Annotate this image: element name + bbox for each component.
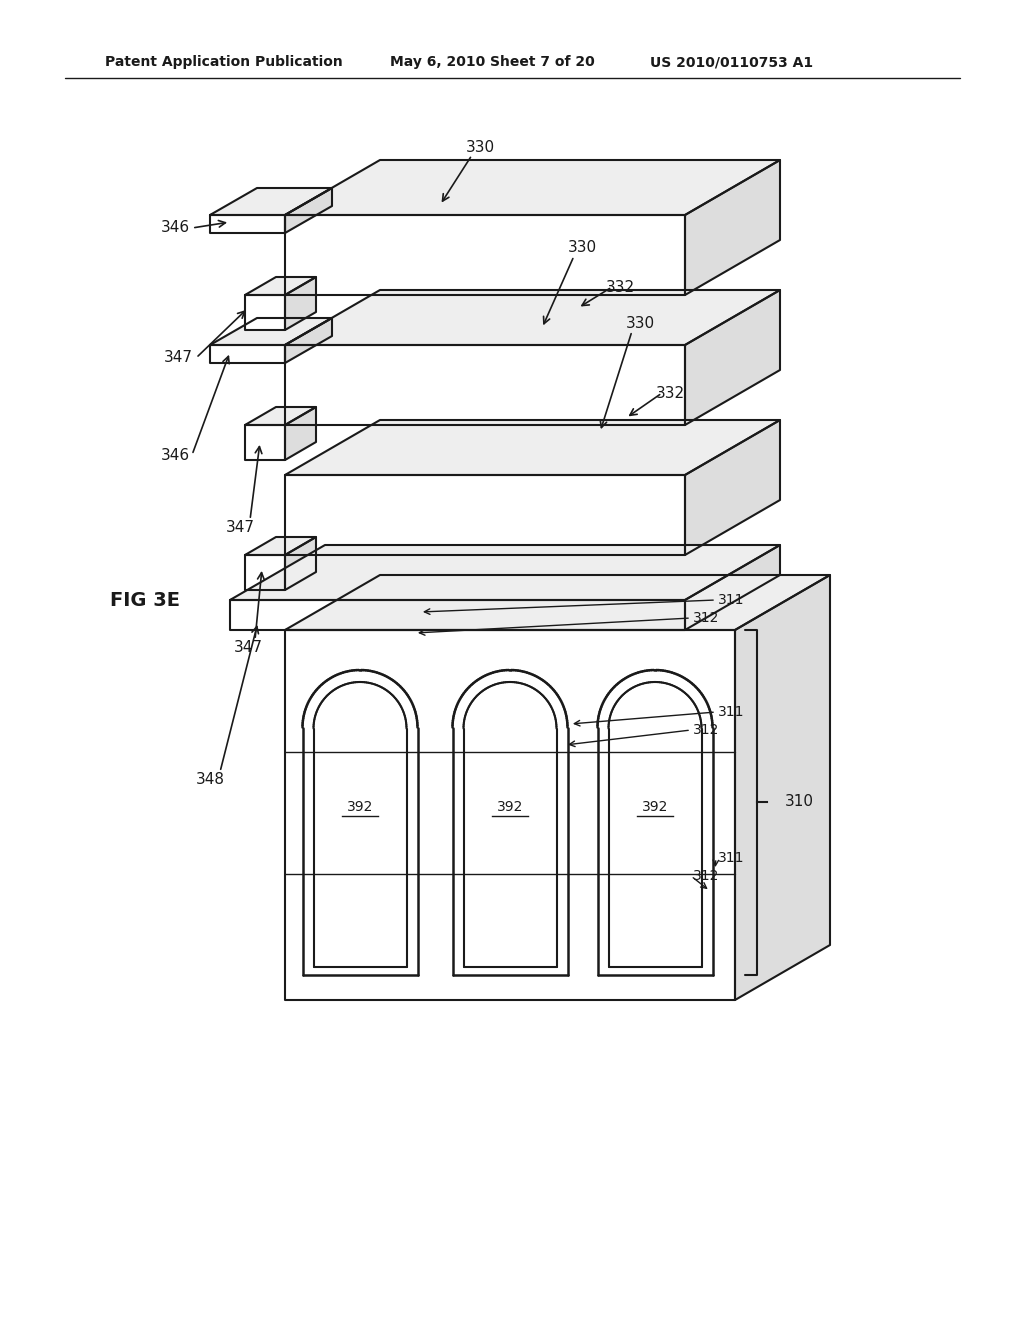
Polygon shape — [245, 407, 316, 425]
Text: 346: 346 — [161, 447, 189, 462]
Polygon shape — [685, 160, 780, 294]
Polygon shape — [285, 537, 316, 590]
Text: Patent Application Publication: Patent Application Publication — [105, 55, 343, 69]
Text: US 2010/0110753 A1: US 2010/0110753 A1 — [650, 55, 813, 69]
Polygon shape — [285, 160, 780, 215]
Text: 312: 312 — [693, 611, 720, 624]
Text: 346: 346 — [161, 220, 189, 235]
Polygon shape — [230, 545, 780, 601]
Text: FIG 3E: FIG 3E — [110, 590, 180, 610]
Polygon shape — [230, 601, 685, 630]
Polygon shape — [285, 290, 780, 345]
Polygon shape — [285, 420, 780, 475]
Polygon shape — [685, 420, 780, 554]
Text: 347: 347 — [164, 351, 193, 366]
Polygon shape — [210, 318, 332, 345]
Polygon shape — [285, 345, 685, 425]
Polygon shape — [285, 630, 735, 1001]
Text: 392: 392 — [497, 800, 523, 814]
Text: 347: 347 — [225, 520, 255, 536]
Text: 330: 330 — [626, 315, 654, 330]
Polygon shape — [210, 187, 332, 215]
Polygon shape — [285, 277, 316, 330]
Polygon shape — [685, 290, 780, 425]
Text: 312: 312 — [693, 723, 720, 737]
Text: 392: 392 — [347, 800, 373, 814]
Text: 312: 312 — [693, 869, 720, 883]
Polygon shape — [285, 475, 685, 554]
Polygon shape — [210, 215, 285, 234]
Text: 310: 310 — [785, 795, 814, 809]
Text: 347: 347 — [233, 640, 262, 656]
Text: 348: 348 — [196, 772, 224, 788]
Text: 330: 330 — [466, 140, 495, 156]
Polygon shape — [245, 554, 285, 590]
Text: 330: 330 — [567, 240, 597, 256]
Polygon shape — [285, 407, 316, 459]
Polygon shape — [285, 318, 332, 363]
Polygon shape — [210, 345, 285, 363]
Text: 392: 392 — [642, 800, 669, 814]
Polygon shape — [285, 576, 830, 630]
Text: 311: 311 — [718, 705, 744, 719]
Polygon shape — [245, 294, 285, 330]
Polygon shape — [245, 425, 285, 459]
Text: 332: 332 — [605, 280, 635, 294]
Polygon shape — [735, 576, 830, 1001]
Polygon shape — [685, 545, 780, 630]
Text: Sheet 7 of 20: Sheet 7 of 20 — [490, 55, 595, 69]
Text: 332: 332 — [655, 385, 685, 400]
Polygon shape — [245, 537, 316, 554]
Text: 311: 311 — [718, 851, 744, 865]
Polygon shape — [285, 187, 332, 234]
Polygon shape — [285, 215, 685, 294]
Polygon shape — [245, 277, 316, 294]
Text: 311: 311 — [718, 593, 744, 607]
Text: May 6, 2010: May 6, 2010 — [390, 55, 485, 69]
